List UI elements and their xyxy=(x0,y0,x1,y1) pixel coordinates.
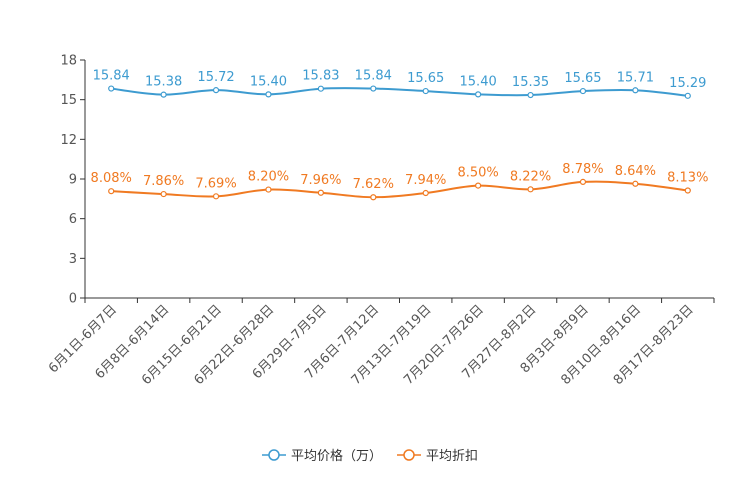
data-point[interactable] xyxy=(108,85,115,92)
series-layer: 15.84 15.38 15.72 15.40 15.83 15.84 15.65 15.40… xyxy=(91,69,708,201)
data-label: 7.62% xyxy=(353,177,394,192)
data-point[interactable] xyxy=(632,180,639,187)
data-point[interactable] xyxy=(684,92,691,99)
data-label: 7.96% xyxy=(300,173,341,188)
data-point[interactable] xyxy=(527,186,534,193)
data-point[interactable] xyxy=(160,190,167,198)
data-label: 15.83 xyxy=(302,69,339,84)
y-tick-label: 0 xyxy=(69,292,77,307)
data-point[interactable] xyxy=(527,91,534,99)
data-label: 7.94% xyxy=(405,173,446,188)
legend-item-avg-discount[interactable]: 平均折扣 xyxy=(397,449,478,464)
data-label: 15.71 xyxy=(617,70,654,85)
data-label: 8.22% xyxy=(510,169,551,184)
data-label: 8.13% xyxy=(667,171,708,186)
data-point[interactable] xyxy=(370,85,377,92)
legend-marker-icon xyxy=(268,449,280,461)
data-point[interactable] xyxy=(370,194,377,201)
data-label: 8.20% xyxy=(248,170,289,185)
series-line xyxy=(111,180,688,199)
legend[interactable]: 平均价格（万） 平均折扣 xyxy=(262,448,478,464)
series-line xyxy=(111,87,688,97)
series-avg-price: 15.84 15.38 15.72 15.40 15.83 15.84 15.65 15.40… xyxy=(93,69,706,99)
data-point[interactable] xyxy=(632,87,639,94)
data-point[interactable] xyxy=(684,187,691,194)
y-tick-label: 18 xyxy=(60,54,77,69)
data-label: 15.40 xyxy=(250,74,287,89)
y-tick-label: 9 xyxy=(69,173,77,188)
data-label: 15.84 xyxy=(355,69,392,84)
data-point[interactable] xyxy=(317,85,324,92)
data-point[interactable] xyxy=(265,91,272,98)
data-label: 15.72 xyxy=(197,70,234,85)
data-label: 7.86% xyxy=(143,174,184,189)
data-label: 15.84 xyxy=(93,69,130,84)
y-tick-label: 15 xyxy=(60,93,77,108)
data-label: 8.78% xyxy=(562,162,603,177)
data-label: 15.65 xyxy=(407,71,444,86)
data-label: 7.69% xyxy=(195,176,236,191)
legend-label: 平均折扣 xyxy=(426,449,478,464)
data-point[interactable] xyxy=(422,87,429,95)
data-point[interactable] xyxy=(212,87,220,94)
data-label: 15.38 xyxy=(145,75,182,90)
data-point[interactable] xyxy=(108,188,115,195)
legend-label: 平均价格（万） xyxy=(291,448,382,464)
data-label: 8.64% xyxy=(615,164,656,179)
data-point[interactable] xyxy=(265,186,272,193)
data-point[interactable] xyxy=(212,193,220,200)
data-point[interactable] xyxy=(317,189,324,196)
data-point[interactable] xyxy=(422,189,429,197)
data-label: 15.35 xyxy=(512,75,549,90)
series-avg-discount: 8.08% 7.86% 7.69% 8.20% 7.96% 7.62% 7.94% 8.50%… xyxy=(91,162,708,201)
legend-item-avg-price[interactable]: 平均价格（万） xyxy=(262,448,382,464)
y-tick-label: 12 xyxy=(60,133,77,148)
data-point[interactable] xyxy=(475,91,482,98)
data-point[interactable] xyxy=(160,91,167,98)
y-tick-label: 3 xyxy=(69,252,77,267)
data-label: 15.65 xyxy=(564,71,601,86)
legend-marker-icon xyxy=(403,449,415,461)
data-label: 15.40 xyxy=(460,74,497,89)
data-point[interactable] xyxy=(475,182,482,189)
axes: 03691215186月1日-6月7日6月8日-6月14日6月15日-6月21日… xyxy=(46,54,715,388)
y-tick-label: 6 xyxy=(69,212,77,227)
data-label: 8.08% xyxy=(91,171,132,186)
data-label: 15.29 xyxy=(669,76,706,91)
data-point[interactable] xyxy=(579,178,587,186)
data-label: 8.50% xyxy=(457,166,498,181)
data-point[interactable] xyxy=(579,87,587,95)
